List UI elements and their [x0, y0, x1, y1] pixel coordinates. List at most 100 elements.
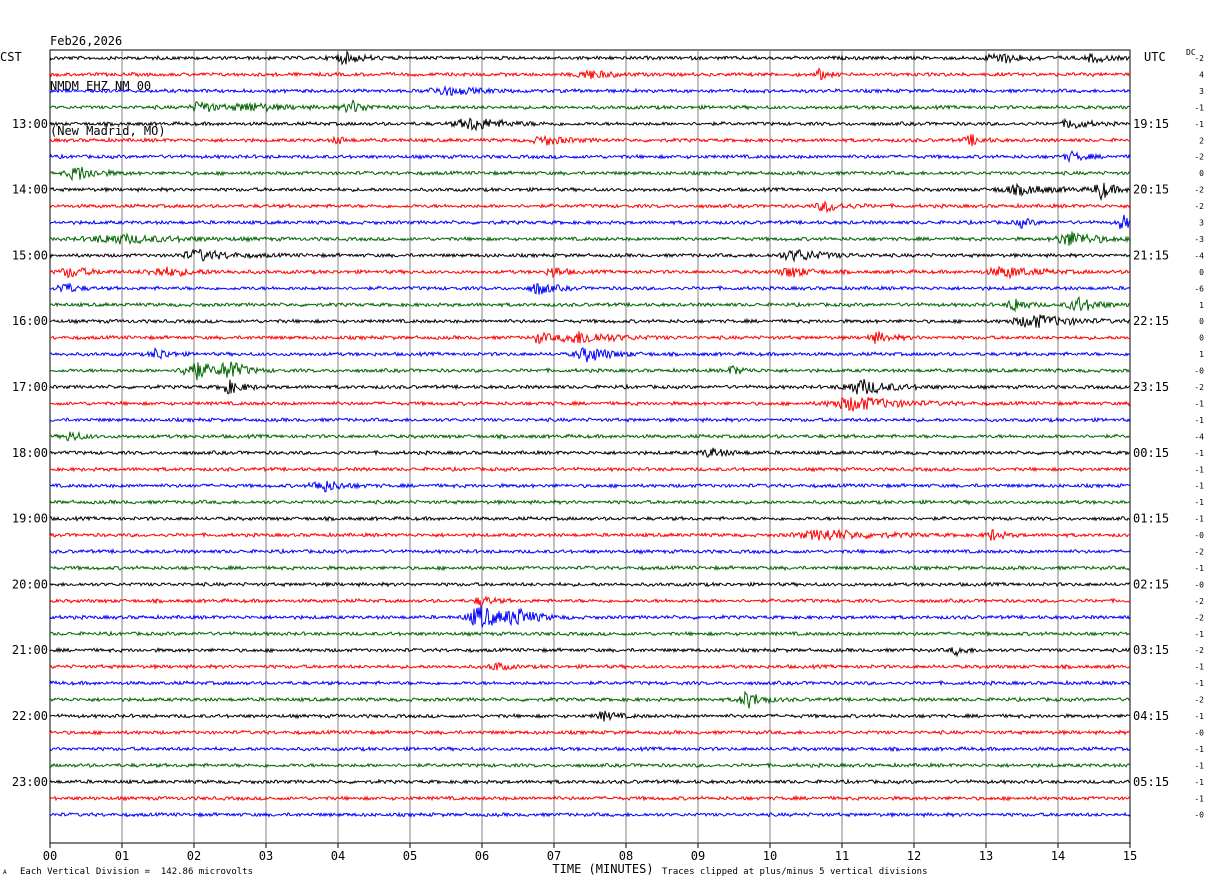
dc-offset-label: -1	[1194, 778, 1204, 787]
trace-row	[50, 166, 1131, 182]
dc-offset-label: -1	[1194, 449, 1204, 458]
trace-row	[49, 84, 1131, 96]
cst-hour-label: 19:00	[12, 512, 48, 526]
cst-hour-label: 13:00	[12, 117, 48, 131]
utc-hour-label: 03:15	[1133, 643, 1169, 657]
cst-hour-label: 23:00	[12, 775, 48, 789]
dc-offset-label: -2	[1194, 646, 1204, 655]
dc-offset-label: -1	[1194, 630, 1204, 639]
dc-offset-label: -0	[1194, 811, 1204, 820]
dc-offset-label: 0	[1199, 268, 1204, 277]
trace-row	[49, 200, 1131, 214]
trace-row	[49, 134, 1131, 147]
dc-offset-label: -4	[1194, 432, 1204, 441]
trace-row	[49, 231, 1131, 246]
trace-row	[49, 296, 1131, 313]
dc-offset-label: -2	[1194, 613, 1204, 622]
trace-row	[49, 378, 1131, 395]
trace-row	[49, 150, 1131, 164]
dc-offset-label: -1	[1194, 465, 1204, 474]
trace-row	[49, 794, 1131, 802]
x-tick-label: 00	[43, 849, 57, 863]
trace-row	[49, 661, 1131, 671]
dc-offset-label: -0	[1194, 531, 1204, 540]
vertical-division-note: Each Vertical Division = 142.86 microvol…	[20, 867, 253, 877]
utc-hour-label: 04:15	[1133, 709, 1169, 723]
trace-row	[49, 811, 1131, 819]
utc-hour-label: 20:15	[1133, 183, 1169, 197]
utc-hour-label: 05:15	[1133, 775, 1169, 789]
dc-offset-label: -1	[1194, 745, 1204, 754]
dc-offset-label: -1	[1194, 103, 1204, 112]
dc-offset-label: -0	[1194, 367, 1204, 376]
utc-hour-label: 02:15	[1133, 577, 1169, 591]
trace-row	[50, 630, 1131, 638]
trace-row	[49, 66, 1131, 81]
label-layer: 00 01 02 03 04 05 06 07 08 09 10 11 12 13 14 15-243-1-1…	[12, 54, 1204, 863]
trace-row	[49, 396, 1131, 412]
trace-row	[49, 646, 1131, 658]
trace-row	[49, 282, 1131, 295]
dc-offset-label: 1	[1199, 301, 1204, 310]
dc-offset-label: -2	[1194, 186, 1204, 195]
cst-hour-label: 15:00	[12, 248, 48, 262]
x-tick-label: 07	[547, 849, 561, 863]
trace-row	[49, 564, 1131, 572]
dc-offset-label: -1	[1194, 794, 1204, 803]
dc-offset-label: -3	[1194, 235, 1204, 244]
x-tick-label: 11	[835, 849, 849, 863]
x-tick-label: 14	[1051, 849, 1065, 863]
trace-row	[49, 729, 1131, 736]
dc-offset-label: -4	[1194, 251, 1204, 260]
utc-hour-label: 22:15	[1133, 314, 1169, 328]
trace-row	[49, 416, 1131, 424]
left-timezone-label: CST	[0, 50, 22, 64]
cst-hour-label: 16:00	[12, 314, 48, 328]
x-tick-label: 12	[907, 849, 921, 863]
dc-offset-label: -1	[1194, 399, 1204, 408]
x-tick-label: 10	[763, 849, 777, 863]
trace-row	[49, 605, 1131, 628]
dc-offset-label: -1	[1194, 482, 1204, 491]
utc-hour-label: 23:15	[1133, 380, 1169, 394]
trace-row	[49, 248, 1131, 263]
cst-hour-label: 21:00	[12, 643, 48, 657]
dc-offset-label: 0	[1199, 334, 1204, 343]
dc-offset-label: -1	[1194, 761, 1204, 770]
trace-row	[49, 498, 1131, 506]
x-tick-label: 04	[331, 849, 345, 863]
clipping-note: Traces clipped at plus/minus 5 vertical …	[662, 867, 928, 877]
trace-row	[50, 331, 1131, 344]
x-tick-label: 02	[187, 849, 201, 863]
dc-offset-label: -2	[1194, 597, 1204, 606]
x-tick-label: 01	[115, 849, 129, 863]
trace-row	[49, 761, 1131, 769]
trace-row	[49, 430, 1131, 442]
dc-offset-label: -1	[1194, 679, 1204, 688]
x-tick-label: 09	[691, 849, 705, 863]
trace-row	[50, 447, 1131, 458]
trace-row	[49, 581, 1131, 588]
dc-offset-label: 1	[1199, 350, 1204, 359]
dc-offset-label: -1	[1194, 712, 1204, 721]
trace-layer	[49, 50, 1131, 819]
dc-offset-label: -2	[1194, 202, 1204, 211]
dc-offset-label: -2	[1194, 54, 1204, 63]
dc-offset-label: -1	[1194, 416, 1204, 425]
trace-row	[49, 314, 1131, 329]
trace-row	[49, 679, 1131, 687]
trace-row	[49, 50, 1131, 66]
x-tick-label: 03	[259, 849, 273, 863]
x-tick-label: 05	[403, 849, 417, 863]
dc-offset-label: -2	[1194, 383, 1204, 392]
dc-offset-label: -2	[1194, 153, 1204, 162]
dc-offset-label: -6	[1194, 284, 1204, 293]
trace-row	[49, 117, 1131, 132]
dc-offset-label: -1	[1194, 564, 1204, 573]
dc-offset-label: 3	[1199, 219, 1204, 228]
trace-row	[49, 515, 1131, 523]
grid-layer	[49, 49, 1131, 848]
dc-offset-label: 2	[1199, 136, 1204, 145]
x-tick-label: 08	[619, 849, 633, 863]
